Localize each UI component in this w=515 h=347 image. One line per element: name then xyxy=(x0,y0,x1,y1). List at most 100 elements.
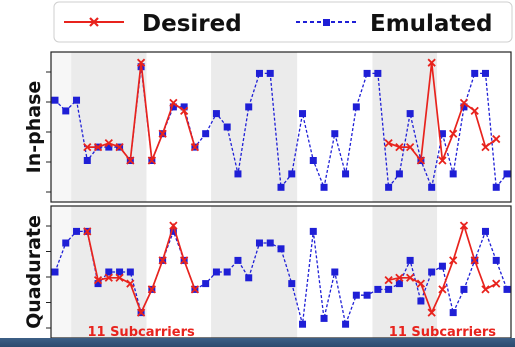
desired-point xyxy=(147,156,156,165)
emulated-point xyxy=(73,227,81,235)
desired-point xyxy=(481,142,490,152)
emulated-point xyxy=(406,110,414,118)
shaded-band xyxy=(71,52,147,202)
y-axis-label: In-phase xyxy=(23,81,45,174)
emulated-point xyxy=(374,285,382,293)
emulated-point xyxy=(266,239,274,247)
desired-point xyxy=(427,58,436,67)
desired-point xyxy=(147,285,156,294)
plot-area xyxy=(51,52,511,202)
desired-point xyxy=(481,285,490,294)
emulated-point xyxy=(94,280,102,288)
emulated-point xyxy=(309,157,317,164)
emulated-point xyxy=(73,96,81,104)
emulated-point xyxy=(169,227,177,235)
emulated-point xyxy=(105,268,113,276)
desired-point xyxy=(406,142,415,152)
emulated-point xyxy=(288,280,296,288)
emulated-point xyxy=(417,297,425,305)
emulated-point xyxy=(428,183,436,191)
emulated-point xyxy=(352,103,360,111)
desired-point xyxy=(492,279,501,288)
panel-quadurate: Quadurate 11 Subcarriers 11 Subcarriers xyxy=(23,205,512,340)
y-axis-label: Quadurate xyxy=(23,215,45,329)
emulated-point xyxy=(460,103,468,111)
emulated-point xyxy=(352,291,360,299)
legend-box xyxy=(53,1,513,43)
emulated-point xyxy=(342,170,350,178)
desired-point xyxy=(169,221,178,230)
shaded-band-edge xyxy=(51,52,72,202)
emulated-point xyxy=(277,245,285,253)
desired-point xyxy=(115,142,124,152)
panel-frame xyxy=(50,51,512,203)
emulated-point xyxy=(212,268,220,276)
emulated-point xyxy=(395,280,403,288)
desired-point xyxy=(395,273,404,282)
desired-point xyxy=(416,156,426,165)
desired-point xyxy=(158,129,167,138)
desired-point xyxy=(384,138,393,148)
emulated-point xyxy=(223,268,231,276)
panel-in-phase: In-phase xyxy=(23,51,512,203)
emulated-point xyxy=(492,256,500,264)
desired-point xyxy=(136,308,146,317)
shaded-band-edge xyxy=(51,206,72,338)
emulated-point xyxy=(428,268,436,276)
emulated-point xyxy=(62,107,70,115)
desired-point xyxy=(104,138,113,148)
desired-point xyxy=(470,256,479,265)
emulated-point xyxy=(288,170,296,178)
emulated-point xyxy=(202,130,210,138)
emulated-point xyxy=(503,170,511,178)
emulated-point xyxy=(331,130,339,138)
legend-square-marker xyxy=(323,19,330,26)
desired-point xyxy=(169,98,178,108)
legend-label: Desired xyxy=(142,11,242,37)
emulated-point xyxy=(180,103,188,111)
shaded-band xyxy=(372,52,438,202)
emulated-point xyxy=(245,103,253,111)
emulated-point xyxy=(406,256,414,264)
emulated-point xyxy=(223,123,231,131)
emulated-point xyxy=(212,110,220,118)
desired-point xyxy=(492,134,501,144)
emulated-point xyxy=(471,69,479,77)
emulated-point xyxy=(277,183,285,191)
emulated-point xyxy=(62,239,70,247)
emulated-point xyxy=(126,268,134,276)
emulated-point xyxy=(255,69,263,77)
emulated-point xyxy=(449,309,457,317)
desired-point xyxy=(406,273,415,282)
desired-point xyxy=(416,279,426,288)
desired-point xyxy=(449,256,458,265)
emulated-point xyxy=(363,69,371,77)
desired-point xyxy=(83,142,92,152)
emulated-point xyxy=(116,268,124,276)
desired-point xyxy=(158,256,167,265)
desired-point xyxy=(115,273,124,282)
desired-point xyxy=(83,227,92,236)
emulated-point xyxy=(169,103,177,111)
emulated-point xyxy=(385,285,393,293)
plot-area xyxy=(51,206,511,338)
emulated-point xyxy=(202,280,210,288)
desired-point xyxy=(126,156,135,165)
emulated-point xyxy=(342,320,350,328)
legend: Desired Emulated xyxy=(53,1,513,43)
desired-point xyxy=(180,106,189,116)
emulated-point xyxy=(503,285,511,293)
desired-point xyxy=(438,156,447,165)
desired-point xyxy=(93,142,103,152)
desired-point xyxy=(384,275,393,285)
legend-label: Emulated xyxy=(370,11,493,37)
emulated-point xyxy=(255,239,263,247)
emulated-point xyxy=(395,170,403,178)
desired-point xyxy=(470,106,479,116)
subcarrier-annotation: 11 Subcarriers xyxy=(389,325,497,340)
emulated-point xyxy=(449,170,457,178)
emulated-point xyxy=(245,274,253,282)
desired-point xyxy=(449,129,458,138)
desired-point xyxy=(459,221,469,230)
